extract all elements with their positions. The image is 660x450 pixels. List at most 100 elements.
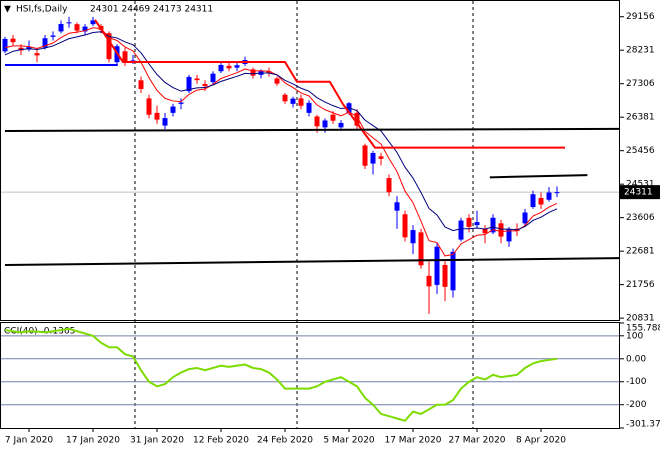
candle-body bbox=[194, 78, 200, 81]
candle-body bbox=[90, 20, 96, 25]
candle-body bbox=[50, 35, 56, 37]
candle-body bbox=[482, 228, 488, 234]
candle-body bbox=[58, 23, 64, 32]
x-tick-label: 5 Mar 2020 bbox=[323, 436, 375, 446]
candle-body bbox=[250, 69, 256, 76]
cci-plot bbox=[1, 327, 619, 422]
candle-body bbox=[378, 156, 384, 159]
main-panel bbox=[0, 0, 620, 321]
y-tick-label: -200 bbox=[626, 400, 647, 410]
y-tick-label: -100 bbox=[626, 377, 647, 387]
moving-average bbox=[4, 27, 558, 257]
candle-body bbox=[186, 76, 192, 92]
y-tick-label: 22681 bbox=[626, 247, 655, 257]
candle-body bbox=[210, 73, 216, 83]
candle-body bbox=[10, 38, 16, 43]
candle-body bbox=[106, 33, 112, 60]
candle-body bbox=[546, 192, 552, 200]
candle-body bbox=[370, 153, 376, 164]
main-plot bbox=[1, 16, 619, 314]
candle-body bbox=[146, 98, 152, 115]
candle-body bbox=[162, 118, 168, 126]
candle-body bbox=[170, 106, 176, 113]
candle-body bbox=[42, 38, 48, 48]
candle-body bbox=[130, 60, 136, 62]
trend-line bbox=[489, 174, 588, 179]
y-tick-label: 21756 bbox=[626, 280, 655, 290]
candle-body bbox=[402, 214, 408, 238]
candle-body bbox=[290, 98, 296, 104]
candle-body bbox=[354, 112, 360, 126]
candle-body bbox=[506, 229, 512, 242]
last-price-box bbox=[620, 185, 660, 200]
y-tick-label: -301.377 bbox=[626, 420, 660, 430]
y-tick-label: 20831 bbox=[626, 314, 655, 324]
x-tick-label: 17 Mar 2020 bbox=[384, 436, 441, 446]
candle-body bbox=[458, 220, 464, 240]
trend-line bbox=[4, 127, 619, 132]
candle-body bbox=[34, 53, 40, 56]
candle-body bbox=[386, 178, 392, 193]
candle-body bbox=[338, 122, 344, 128]
x-tick-label: 12 Feb 2020 bbox=[193, 436, 249, 446]
candle-body bbox=[394, 202, 400, 211]
y-tick-label: 23606 bbox=[626, 213, 655, 223]
candle-body bbox=[362, 145, 368, 166]
candle-body bbox=[450, 251, 456, 291]
candle-body bbox=[426, 275, 432, 287]
y-tick-label: 100 bbox=[626, 331, 643, 341]
candle-body bbox=[138, 80, 144, 89]
candle-body bbox=[154, 112, 160, 120]
candle-body bbox=[522, 212, 528, 224]
candle-body bbox=[530, 194, 536, 208]
y-tick-label: 27306 bbox=[626, 79, 655, 89]
candle-body bbox=[74, 24, 80, 31]
candle-body bbox=[410, 230, 416, 244]
y-tick-label: 26381 bbox=[626, 113, 655, 123]
candle-body bbox=[202, 83, 208, 87]
candle-body bbox=[322, 120, 328, 128]
trend-line bbox=[4, 257, 619, 266]
candle-body bbox=[466, 217, 472, 227]
y-tick-label: 0.00 bbox=[626, 354, 646, 364]
candle-body bbox=[306, 102, 312, 113]
candle-body bbox=[330, 114, 336, 121]
candle-body bbox=[442, 264, 448, 287]
candle-body bbox=[314, 116, 320, 127]
candle-body bbox=[298, 98, 304, 106]
candle-body bbox=[122, 51, 128, 62]
x-tick-label: 24 Feb 2020 bbox=[257, 436, 313, 446]
candle-body bbox=[490, 217, 496, 233]
ohlc-text: 24301 24469 24173 24311 bbox=[90, 5, 213, 15]
last-price-label: 24311 bbox=[624, 188, 653, 198]
candle-body bbox=[554, 192, 560, 194]
candle-body bbox=[26, 46, 32, 50]
y-tick-label: 24531 bbox=[626, 180, 655, 190]
symbol-icon: ▼ bbox=[4, 5, 11, 15]
y-tick-label: 155.7882 bbox=[626, 324, 660, 334]
candle-body bbox=[274, 78, 280, 84]
x-tick-label: 27 Mar 2020 bbox=[448, 436, 505, 446]
y-tick-label: 28231 bbox=[626, 46, 655, 56]
candle-body bbox=[2, 38, 8, 52]
x-tick-label: 7 Jan 2020 bbox=[5, 436, 53, 446]
y-tick-label: 25456 bbox=[626, 146, 655, 156]
candle-body bbox=[234, 65, 240, 68]
cci-panel bbox=[0, 322, 620, 429]
candle-body bbox=[434, 246, 440, 285]
candle-body bbox=[82, 26, 88, 32]
candle-body bbox=[538, 197, 544, 205]
y-tick-label: 29156 bbox=[626, 12, 655, 22]
chart-title: HSI,fs,Daily bbox=[16, 5, 68, 15]
candle-body bbox=[282, 94, 288, 102]
candle-body bbox=[178, 102, 184, 104]
cci-line bbox=[4, 327, 558, 422]
candle-body bbox=[418, 232, 424, 266]
x-tick-label: 17 Jan 2020 bbox=[66, 436, 120, 446]
candle-body bbox=[66, 22, 72, 24]
candle-body bbox=[266, 71, 272, 73]
candle-body bbox=[498, 223, 504, 237]
x-tick-label: 31 Jan 2020 bbox=[130, 436, 184, 446]
candle-body bbox=[226, 65, 232, 69]
